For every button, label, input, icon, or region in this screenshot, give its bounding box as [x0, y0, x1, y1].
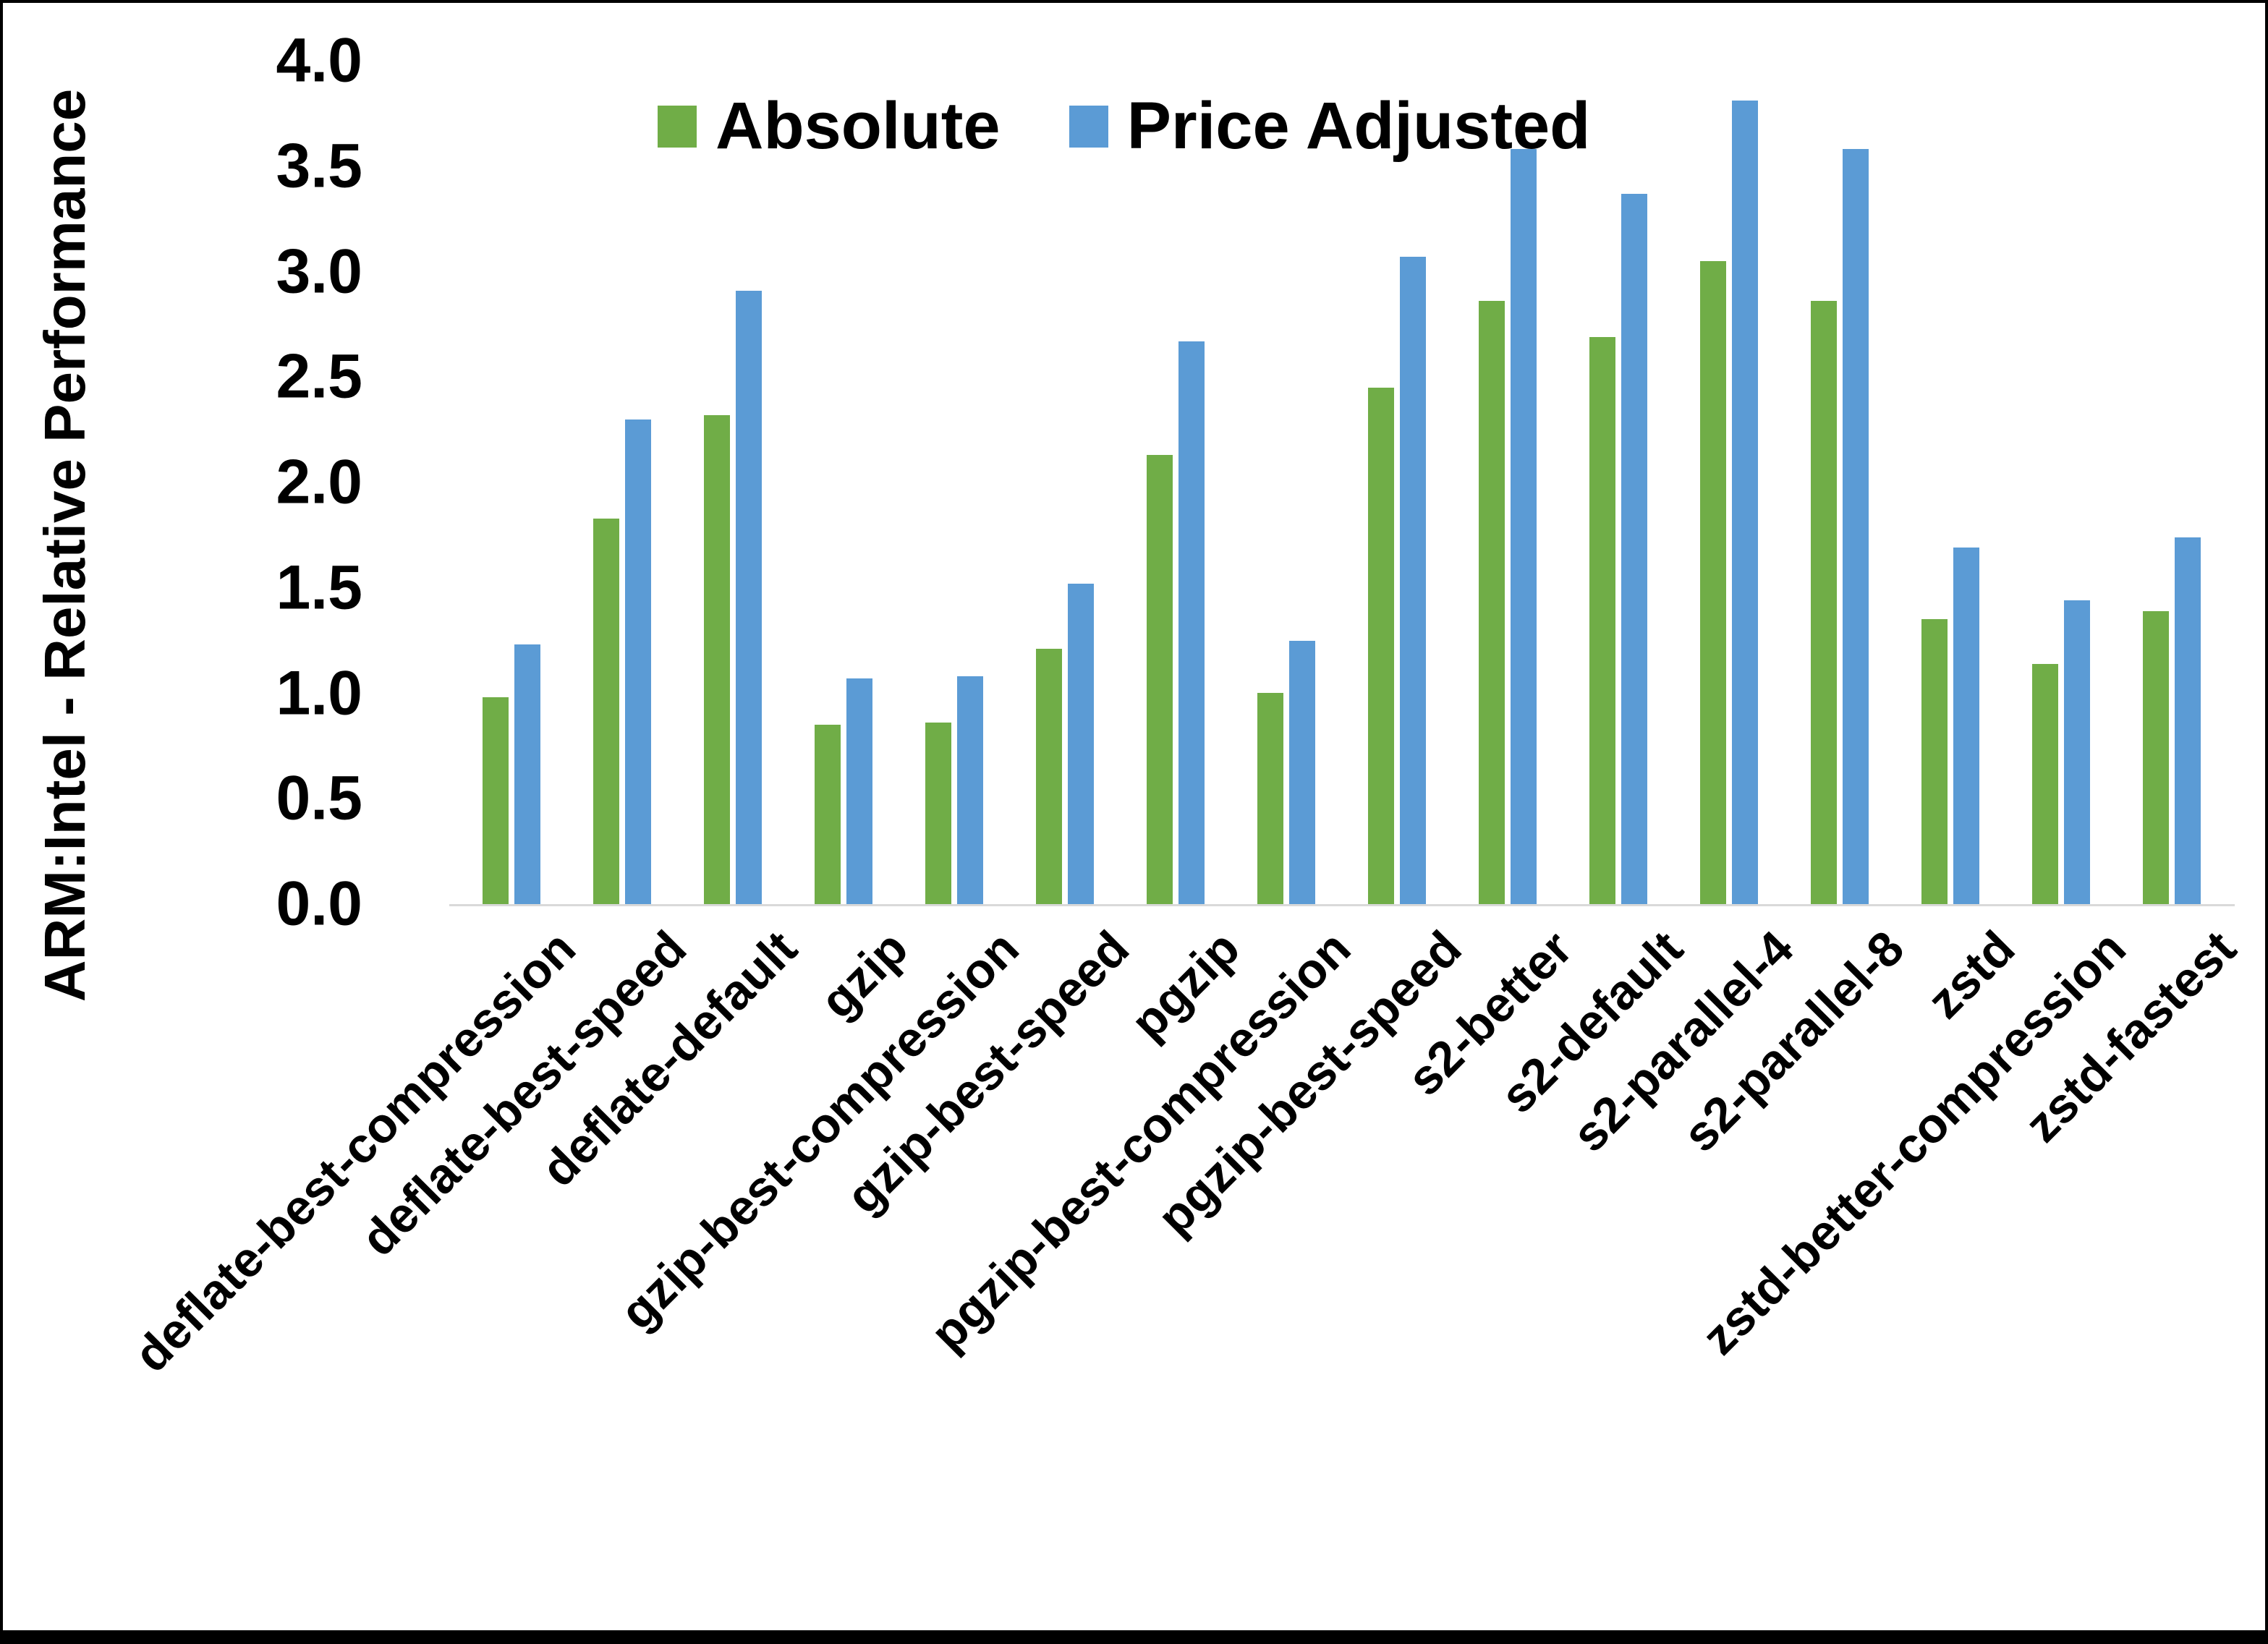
- bar-absolute-deflate-best-speed: [593, 519, 619, 904]
- bar-price-adjusted-gzip: [846, 678, 872, 904]
- bar-price-adjusted-s2-parallel-4: [1732, 101, 1758, 904]
- bar-price-adjusted-s2-better: [1511, 149, 1537, 904]
- bar-price-adjusted-deflate-best-compression: [514, 644, 540, 904]
- bar-absolute-s2-better: [1479, 301, 1505, 904]
- bar-price-adjusted-deflate-default: [736, 291, 762, 904]
- bar-price-adjusted-s2-default: [1621, 194, 1647, 904]
- bar-price-adjusted-s2-parallel-8: [1843, 149, 1869, 904]
- bar-absolute-pgzip-best-compression: [1257, 693, 1283, 904]
- bar-price-adjusted-pgzip-best-speed: [1400, 257, 1426, 904]
- legend: Absolute Price Adjusted: [658, 88, 1590, 164]
- bar-price-adjusted-gzip-best-compression: [957, 676, 983, 904]
- bar-absolute-deflate-default: [704, 415, 730, 904]
- bar-absolute-s2-default: [1589, 337, 1615, 904]
- bar-price-adjusted-zstd-better-compression: [2064, 600, 2090, 904]
- bar-absolute-deflate-best-compression: [483, 697, 509, 904]
- bar-absolute-zstd-fastest: [2143, 611, 2169, 904]
- y-tick-label: 1.0: [276, 658, 362, 728]
- bar-price-adjusted-pgzip: [1178, 341, 1205, 904]
- bar-absolute-zstd: [1921, 619, 1948, 904]
- y-tick-label: 4.0: [276, 25, 362, 95]
- bar-price-adjusted-pgzip-best-compression: [1289, 641, 1315, 904]
- bar-price-adjusted-zstd-fastest: [2175, 537, 2201, 904]
- x-category-label: deflate-best-compression: [124, 920, 587, 1383]
- bar-price-adjusted-zstd: [1953, 548, 1979, 904]
- legend-swatch-price-adjusted: [1069, 105, 1108, 148]
- y-tick-label: 0.5: [276, 763, 362, 833]
- bar-price-adjusted-gzip-best-speed: [1068, 584, 1094, 904]
- bar-absolute-pgzip-best-speed: [1368, 388, 1394, 904]
- bar-absolute-pgzip: [1147, 455, 1173, 904]
- bar-absolute-zstd-better-compression: [2032, 664, 2058, 904]
- bar-absolute-gzip-best-compression: [925, 723, 951, 904]
- y-tick-label: 3.0: [276, 237, 362, 306]
- bar-price-adjusted-deflate-best-speed: [625, 419, 651, 904]
- bar-absolute-gzip: [815, 725, 841, 904]
- y-tick-label: 1.5: [276, 553, 362, 623]
- bar-absolute-gzip-best-speed: [1036, 649, 1062, 904]
- y-axis-title: ARM:Intel - Relative Performance: [33, 88, 97, 1002]
- y-tick-label: 3.5: [276, 131, 362, 201]
- bar-absolute-s2-parallel-4: [1700, 261, 1726, 904]
- legend-swatch-absolute: [658, 105, 697, 148]
- y-tick-label: 2.5: [276, 341, 362, 412]
- legend-label-absolute: Absolute: [715, 89, 1001, 163]
- bar-absolute-s2-parallel-8: [1811, 301, 1837, 904]
- x-axis-line: [449, 904, 2235, 906]
- y-tick-label: 0.0: [276, 869, 362, 939]
- y-tick-label: 2.0: [276, 447, 362, 517]
